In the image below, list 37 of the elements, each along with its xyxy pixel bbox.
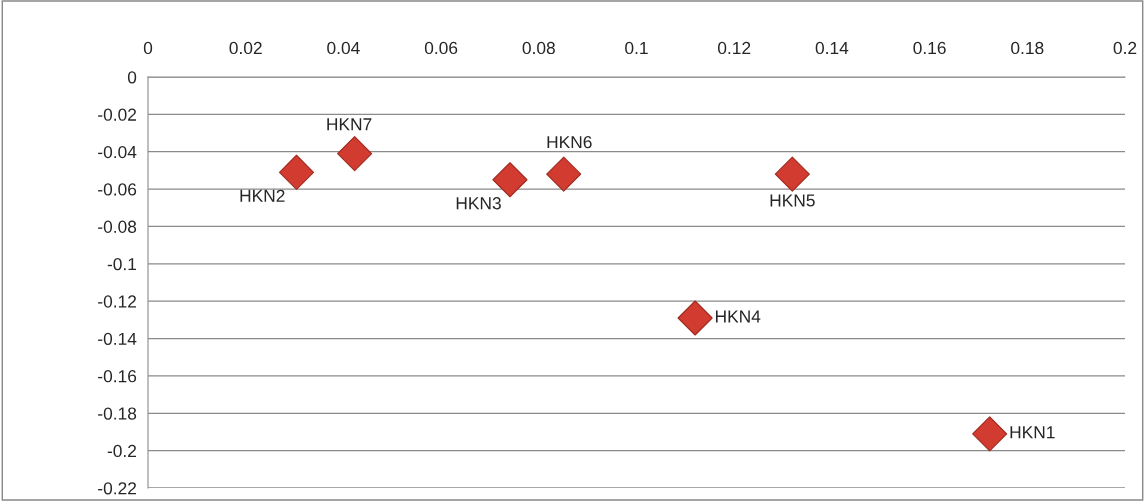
y-tick-label: -0.02	[98, 108, 137, 121]
x-tick-label: 0.16	[913, 41, 946, 55]
x-tick-label: 0.1	[625, 41, 648, 55]
annotation: HKN7	[327, 118, 372, 131]
y-tick-label: -0.06	[98, 183, 137, 196]
point	[546, 156, 582, 192]
point	[492, 162, 528, 198]
x-tick-label: 0.04	[327, 41, 360, 55]
annotation: HKN4	[715, 310, 761, 323]
x-tick-label: 0	[143, 41, 153, 55]
point	[278, 154, 315, 190]
y-tick-label: -0.22	[98, 482, 137, 495]
annotation: HKN1	[1010, 426, 1055, 439]
x-tick-label: 0.14	[815, 41, 849, 55]
x-tick-label: 0.02	[229, 41, 262, 55]
x-tick-label: 0.06	[424, 41, 458, 55]
point	[774, 156, 810, 192]
x-tick-label: 0.08	[522, 41, 555, 55]
point	[677, 300, 713, 336]
y-tick-label: -0.1	[107, 257, 137, 271]
annotation: HKN3	[456, 197, 501, 210]
y-tick-label: -0.18	[98, 407, 137, 420]
annotation: HKN2	[240, 189, 285, 202]
y-tick-label: -0.16	[98, 370, 137, 383]
y-tick-label: 0	[127, 71, 137, 84]
annotation: HKN6	[547, 135, 592, 149]
y-tick-label: -0.14	[98, 332, 137, 346]
y-tick-label: -0.12	[98, 295, 137, 308]
point	[337, 136, 373, 172]
y-tick-label: -0.04	[98, 145, 137, 159]
x-tick-label: 0.2	[1113, 41, 1137, 55]
y-tick-label: -0.2	[107, 444, 137, 458]
x-tick-label: 0.18	[1011, 41, 1044, 55]
x-tick-label: 0.12	[717, 41, 751, 55]
y-tick-label: -0.08	[98, 220, 137, 233]
point	[972, 416, 1008, 452]
annotation: HKN5	[770, 194, 815, 207]
